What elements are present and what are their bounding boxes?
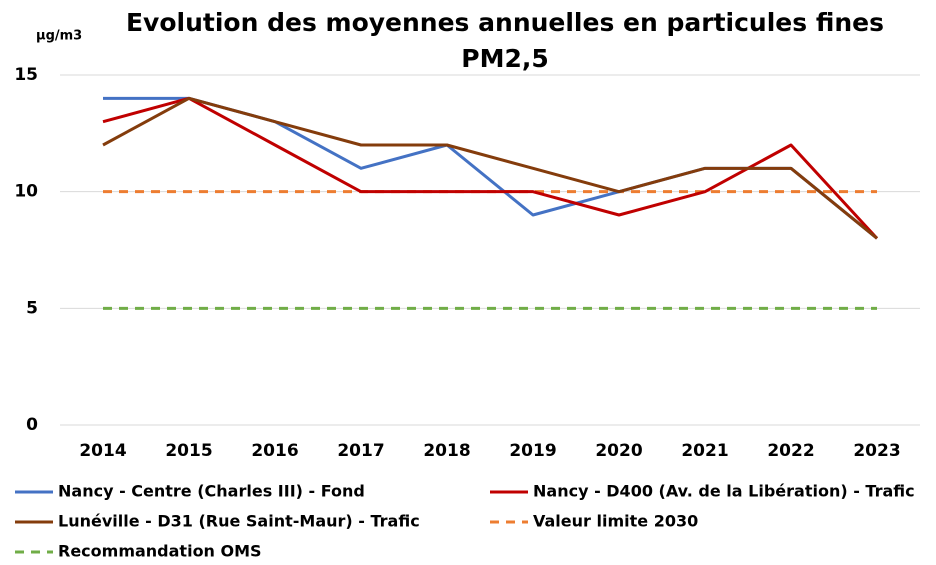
- x-tick-label: 2018: [423, 441, 470, 461]
- legend-label: Nancy - Centre (Charles III) - Fond: [58, 482, 365, 501]
- y-tick-label: 10: [14, 182, 38, 202]
- legend-label: Valeur limite 2030: [533, 512, 698, 531]
- y-tick-label: 0: [26, 415, 38, 435]
- x-tick-label: 2020: [595, 441, 642, 461]
- y-tick-label: 15: [14, 65, 38, 85]
- series-line: [102, 96, 878, 240]
- y-tick-label: 5: [26, 298, 38, 318]
- legend-label: Lunéville - D31 (Rue Saint-Maur) - Trafi…: [58, 512, 420, 531]
- x-tick-label: 2015: [165, 441, 212, 461]
- x-tick-label: 2021: [681, 441, 728, 461]
- legend-label: Nancy - D400 (Av. de la Libération) - Tr…: [533, 482, 915, 501]
- legend-label: Recommandation OMS: [58, 542, 262, 561]
- chart-title: Evolution des moyennes annuelles en part…: [126, 8, 884, 37]
- y-unit: µg/m3: [36, 29, 82, 44]
- x-tick-label: 2016: [251, 441, 298, 461]
- chart-title: PM2,5: [461, 44, 549, 73]
- x-tick-label: 2022: [767, 441, 814, 461]
- x-tick-label: 2017: [337, 441, 384, 461]
- x-tick-label: 2023: [853, 441, 900, 461]
- x-tick-label: 2019: [509, 441, 556, 461]
- x-tick-label: 2014: [79, 441, 126, 461]
